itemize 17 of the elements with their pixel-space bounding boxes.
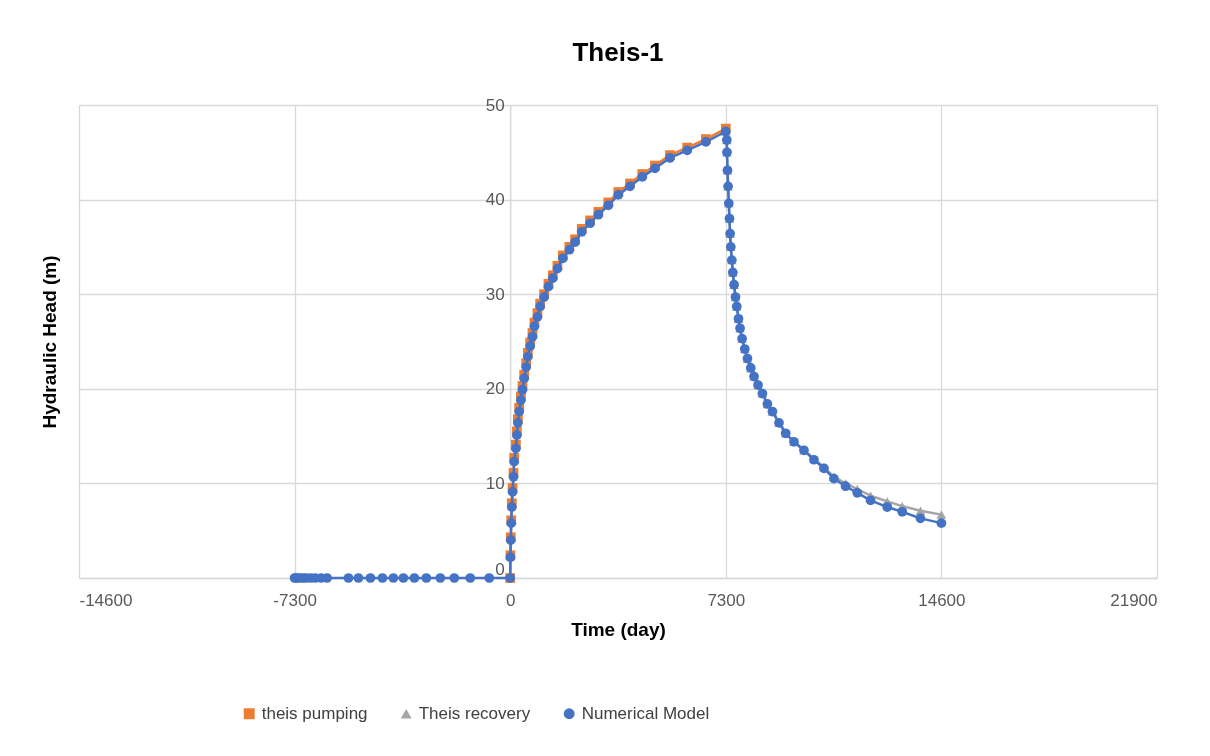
- y-tick-label: 10: [485, 473, 505, 493]
- legend-label: Numerical Model: [581, 703, 710, 723]
- y-tick-label: 20: [485, 379, 505, 399]
- x-tick-label: -7300: [273, 590, 317, 610]
- y-tick-label: 50: [485, 95, 505, 115]
- x-tick-label: -14600: [79, 590, 133, 610]
- y-axis-title: Hydraulic Head (m): [38, 255, 60, 429]
- x-tick-label: 21900: [1110, 590, 1158, 610]
- legend-label: theis pumping: [261, 703, 368, 723]
- x-axis-title: Time (day): [571, 618, 666, 640]
- x-tick-label: 14600: [918, 590, 966, 610]
- x-tick-label: 7300: [707, 590, 746, 610]
- chart-title: Theis-1: [572, 37, 664, 67]
- legend-label: Theis recovery: [418, 703, 531, 723]
- y-tick-label: 30: [485, 284, 505, 304]
- y-tick-label: 0: [495, 559, 505, 579]
- y-tick-label: 40: [485, 190, 505, 210]
